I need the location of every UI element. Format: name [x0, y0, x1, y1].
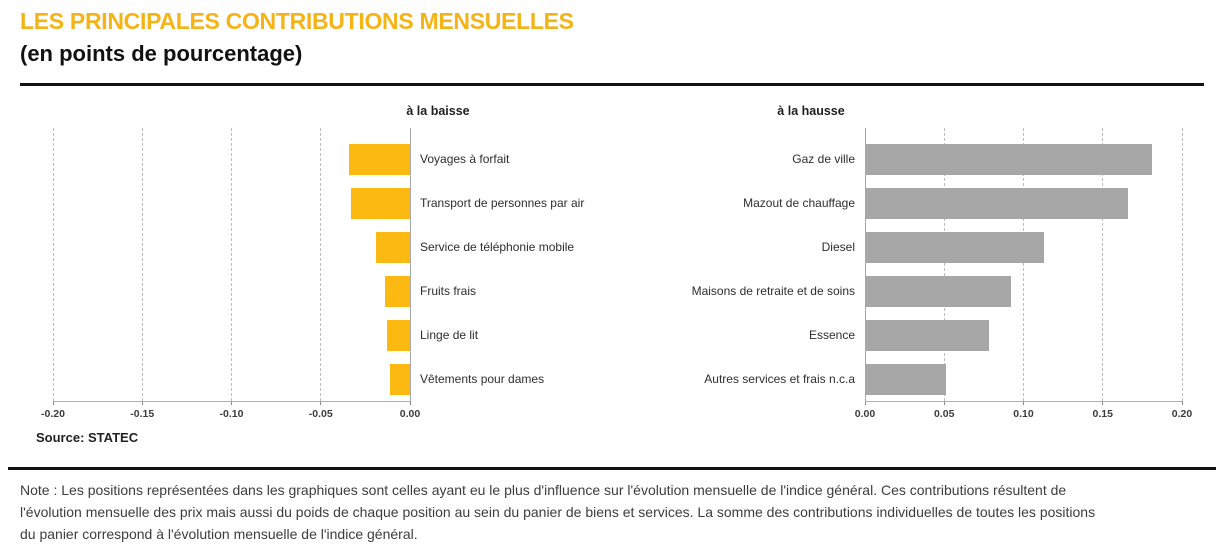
category-label: Maisons de retraite et de soins: [691, 284, 855, 298]
axis-tick: [231, 401, 232, 405]
axis-tick-label: 0.05: [934, 408, 955, 420]
zero-axis-line: [864, 128, 866, 401]
bar: [385, 275, 410, 307]
axis-tick: [1023, 401, 1024, 405]
bar: [376, 231, 410, 263]
bar: [386, 319, 410, 351]
bar: [865, 187, 1129, 219]
axis-tick: [52, 401, 54, 405]
source-label: Source: STATEC: [36, 430, 139, 445]
bar: [865, 319, 989, 351]
category-label: Autres services et frais n.c.a: [704, 372, 855, 386]
gridline: [141, 128, 143, 401]
top-divider: [20, 83, 1204, 86]
note-line-1: Note : Les positions représentées dans l…: [20, 482, 1067, 498]
left-chart-title: à la baisse: [406, 104, 470, 118]
axis-tick: [409, 401, 411, 405]
bottom-divider: [8, 467, 1216, 470]
category-label: Linge de lit: [420, 328, 479, 342]
axis-tick: [141, 401, 143, 405]
bar: [865, 363, 946, 395]
category-label: Fruits frais: [420, 284, 477, 298]
bar: [351, 187, 410, 219]
axis-tick-label: 0.00: [399, 408, 421, 420]
page-subtitle: (en points de pourcentage): [20, 41, 303, 66]
zero-axis-line: [409, 128, 411, 401]
category-label: Essence: [808, 328, 855, 342]
category-label: Gaz de ville: [792, 152, 855, 166]
axis-tick-label: -0.15: [130, 408, 155, 420]
bar: [349, 143, 410, 175]
axis-tick-label: -0.10: [219, 408, 244, 420]
category-label: Transport de personnes par air: [420, 196, 585, 210]
axis-tick: [1102, 401, 1104, 405]
bar: [390, 363, 410, 395]
category-label: Diesel: [821, 240, 855, 254]
bar: [865, 275, 1011, 307]
gridline: [320, 128, 322, 401]
bar: [865, 143, 1152, 175]
axis-tick: [864, 401, 866, 405]
axis-tick-label: 0.10: [1013, 408, 1034, 420]
category-label: Vêtements pour dames: [420, 372, 545, 386]
axis-tick-label: 0.00: [854, 408, 876, 420]
category-label: Mazout de chauffage: [743, 196, 855, 210]
gridline: [1102, 128, 1104, 401]
gridline: [943, 128, 945, 401]
page-title: LES PRINCIPALES CONTRIBUTIONS MENSUELLES: [20, 8, 574, 34]
axis-tick-label: -0.20: [41, 408, 65, 420]
note-line-2: l'évolution mensuelle des prix mais auss…: [20, 504, 1096, 520]
axis-tick-label: -0.05: [308, 408, 333, 420]
note-line-3: du panier correspond à l'évolution mensu…: [20, 526, 418, 542]
axis-tick-label: 0.15: [1092, 408, 1113, 420]
x-axis-line: [53, 401, 410, 402]
axis-tick: [320, 401, 322, 405]
category-label: Voyages à forfait: [420, 152, 510, 166]
category-label: Service de téléphonie mobile: [420, 240, 575, 254]
gridline: [52, 128, 54, 401]
right-chart-title: à la hausse: [777, 104, 845, 118]
note-text: Note : Les positions représentées dans l…: [20, 479, 1220, 545]
axis-tick: [1181, 401, 1183, 405]
x-axis-line: [865, 401, 1182, 402]
axis-tick-label: 0.20: [1171, 408, 1193, 420]
gridline: [231, 128, 232, 401]
gridline: [1023, 128, 1024, 401]
bar: [865, 231, 1045, 263]
axis-tick: [943, 401, 945, 405]
gridline: [1181, 128, 1183, 401]
